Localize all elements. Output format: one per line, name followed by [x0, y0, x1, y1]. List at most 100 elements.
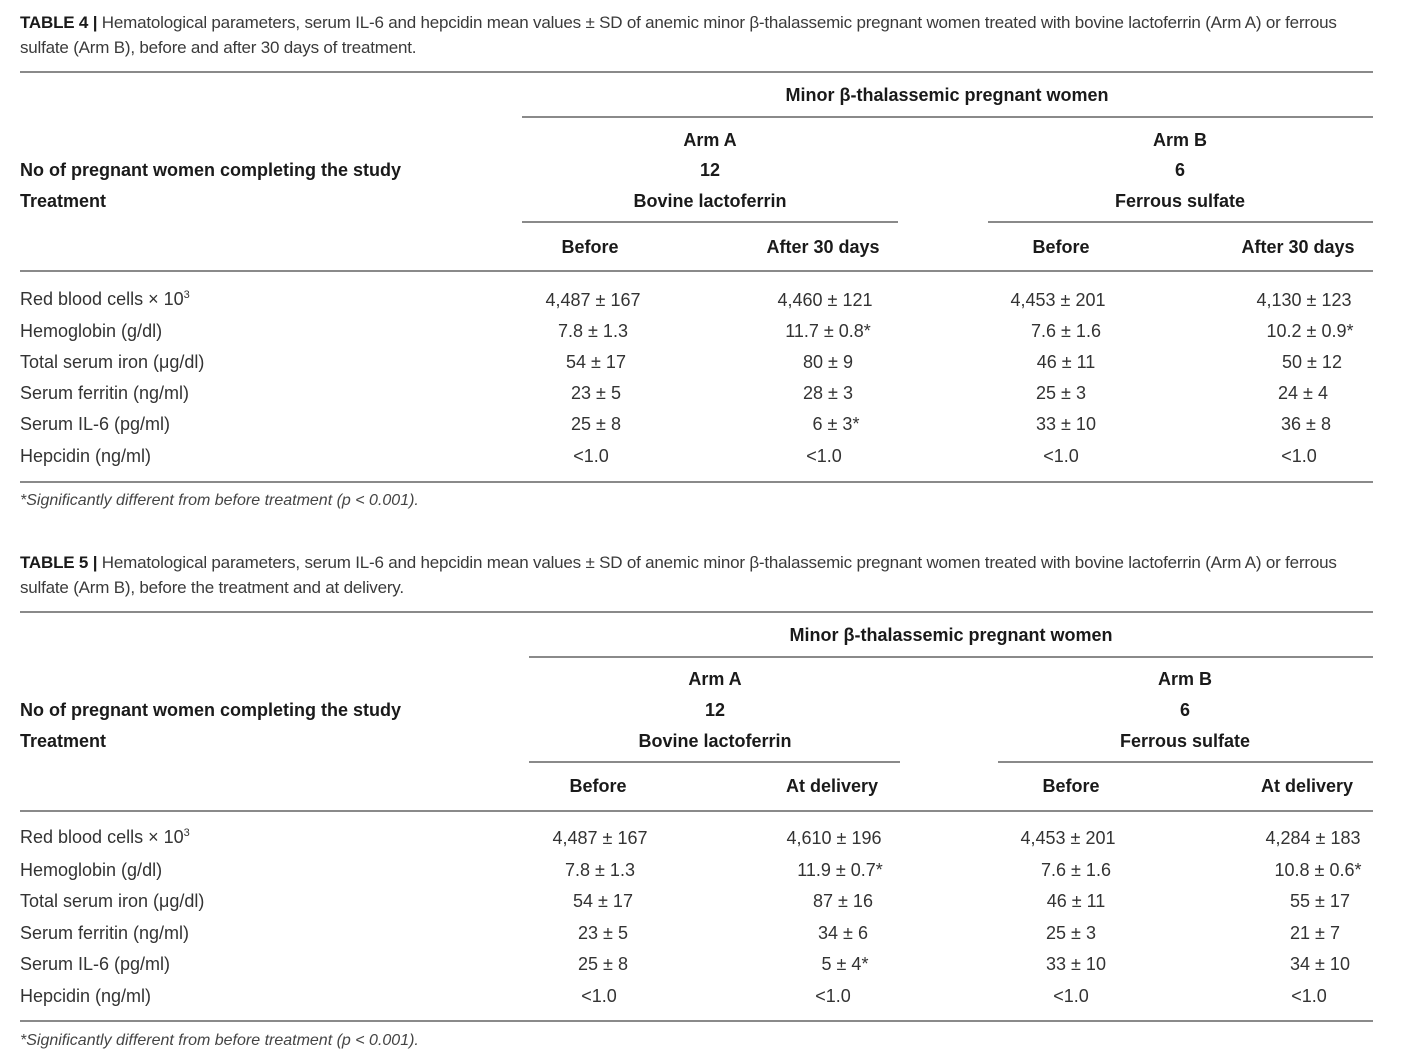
cell: 7.6 ± 1.6 [1031, 321, 1101, 341]
table-title-text: Hematological parameters, serum IL-6 and… [20, 13, 1337, 57]
cell: 28 ± 3 [803, 383, 853, 403]
cell: 33 ± 10 [1036, 414, 1096, 434]
top-rule [20, 611, 1373, 613]
cell: 4,284 ± 183 [1265, 828, 1361, 848]
arm-b-rule [988, 221, 1373, 223]
arm-a-treatment: Bovine lactoferrin [633, 191, 787, 211]
cell: 46 ± 11 [1036, 352, 1096, 372]
table-title-label: TABLE 5 | [20, 553, 98, 572]
group-header: Minor β-thalassemic pregnant women [789, 625, 1113, 645]
arm-b-rule [998, 761, 1373, 763]
col-header: Before [569, 776, 627, 796]
row-label: Total serum iron (μg/dl) [20, 891, 205, 911]
group-rule [522, 116, 1373, 118]
row-label: Hepcidin (ng/ml) [20, 446, 152, 466]
col-header: After 30 days [1241, 237, 1355, 257]
row-label: Serum ferritin (ng/ml) [20, 923, 190, 943]
row-label: Serum IL-6 (pg/ml) [20, 414, 171, 434]
cell: 10.8 ± 0.6* [1274, 860, 1362, 880]
arm-b-n: 6 [1179, 700, 1191, 720]
row-label-n: No of pregnant women completing the stud… [20, 700, 402, 720]
cell: 80 ± 9 [803, 352, 853, 372]
arm-a-name: Arm A [688, 669, 742, 689]
cell: 25 ± 8 [578, 954, 628, 974]
cell: <1.0 [581, 986, 617, 1006]
cell: 36 ± 8 [1281, 414, 1331, 434]
arm-a-rule [522, 221, 898, 223]
cell: 21 ± 7 [1290, 923, 1340, 943]
cell: 4,487 ± 167 [552, 828, 648, 848]
cell: <1.0 [806, 446, 842, 466]
col-header: Before [561, 237, 619, 257]
arm-a-n: 12 [699, 160, 721, 180]
cell: 25 ± 3 [1036, 383, 1086, 403]
cell: <1.0 [573, 446, 609, 466]
top-rule [20, 71, 1373, 73]
cell: 55 ± 17 [1290, 891, 1350, 911]
cell: 34 ± 6 [818, 923, 868, 943]
arm-b-treatment: Ferrous sulfate [1114, 191, 1246, 211]
cell: 4,487 ± 167 [545, 290, 641, 310]
col-header: At delivery [1260, 776, 1354, 796]
row-label: Hemoglobin (g/dl) [20, 321, 163, 341]
row-label: Red blood cells × 103 [20, 289, 190, 309]
cell: 11.7 ± 0.8* [785, 321, 871, 341]
header-rule [20, 270, 1373, 272]
col-header: Before [1032, 237, 1090, 257]
row-label-treatment: Treatment [20, 731, 107, 751]
cell: 7.6 ± 1.6 [1041, 860, 1111, 880]
arm-b-name: Arm B [1152, 130, 1208, 150]
table-title-text: Hematological parameters, serum IL-6 and… [20, 553, 1337, 597]
row-label: Hemoglobin (g/dl) [20, 860, 163, 880]
col-header: Before [1042, 776, 1100, 796]
cell: <1.0 [1053, 986, 1089, 1006]
row-label: Hepcidin (ng/ml) [20, 986, 152, 1006]
cell: 4,130 ± 123 [1256, 290, 1352, 310]
cell: <1.0 [1281, 446, 1317, 466]
row-label: Serum IL-6 (pg/ml) [20, 954, 171, 974]
bottom-rule [20, 1020, 1373, 1022]
row-label: Serum ferritin (ng/ml) [20, 383, 190, 403]
row-label: Total serum iron (μg/dl) [20, 352, 205, 372]
row-label-treatment: Treatment [20, 191, 107, 211]
table-footnote: *Significantly different from before tre… [20, 1032, 419, 1049]
cell: 46 ± 11 [1046, 891, 1106, 911]
bottom-rule [20, 481, 1373, 483]
cell: 25 ± 3 [1046, 923, 1096, 943]
row-label: Red blood cells × 103 [20, 827, 190, 847]
cell: 24 ± 4 [1278, 383, 1328, 403]
arm-a-name: Arm A [683, 130, 737, 150]
row-label-n: No of pregnant women completing the stud… [20, 160, 402, 180]
cell: 87 ± 16 [813, 891, 873, 911]
table-caption: TABLE 5 | Hematological parameters, seru… [20, 550, 1380, 600]
arm-b-n: 6 [1174, 160, 1186, 180]
cell: 4,453 ± 201 [1010, 290, 1106, 310]
table-footnote: *Significantly different from before tre… [20, 492, 419, 509]
cell: 7.8 ± 1.3 [565, 860, 635, 880]
col-header: After 30 days [766, 237, 880, 257]
cell: 10.2 ± 0.9* [1266, 321, 1354, 341]
table-caption: TABLE 4 | Hematological parameters, seru… [20, 10, 1380, 60]
cell: 54 ± 17 [573, 891, 633, 911]
cell: 23 ± 5 [578, 923, 628, 943]
cell: 5 ± 4* [821, 954, 869, 974]
cell: 4,460 ± 121 [777, 290, 873, 310]
col-header: At delivery [785, 776, 879, 796]
cell: <1.0 [1043, 446, 1079, 466]
arm-b-name: Arm B [1157, 669, 1213, 689]
arm-a-treatment: Bovine lactoferrin [638, 731, 792, 751]
arm-b-treatment: Ferrous sulfate [1119, 731, 1251, 751]
arm-a-rule [529, 761, 900, 763]
cell: 4,453 ± 201 [1020, 828, 1116, 848]
group-header: Minor β-thalassemic pregnant women [785, 85, 1109, 105]
group-rule [529, 656, 1373, 658]
cell: 6 ± 3* [812, 414, 860, 434]
cell: 4,610 ± 196 [786, 828, 882, 848]
header-rule [20, 810, 1373, 812]
cell: 25 ± 8 [571, 414, 621, 434]
cell: <1.0 [1291, 986, 1327, 1006]
cell: 33 ± 10 [1046, 954, 1106, 974]
cell: 23 ± 5 [571, 383, 621, 403]
table-title-label: TABLE 4 | [20, 13, 98, 32]
cell: 54 ± 17 [566, 352, 626, 372]
